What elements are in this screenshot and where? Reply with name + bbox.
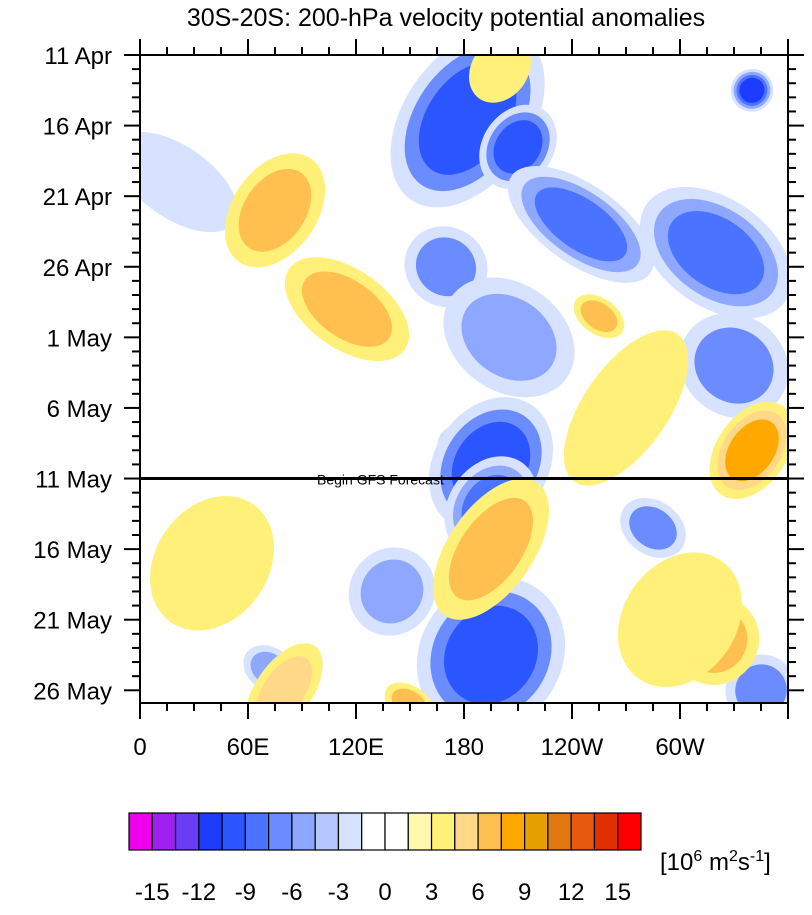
colorbar: -15 -12 -9 -6 -3 0 3 6 9 12 15	[128, 812, 642, 906]
colorbar-units: [106 m2s-1]	[660, 848, 771, 876]
anomaly-feature-27	[563, 330, 689, 486]
anomaly-feature-10	[679, 313, 788, 419]
colorbar-swatch	[407, 812, 433, 851]
anomaly-feature-6	[507, 165, 655, 283]
colorbar-label: -12	[181, 879, 216, 906]
colorbar-label: 0	[378, 879, 391, 906]
colorbar-swatch	[477, 812, 502, 851]
y-axis: 11 Apr 16 Apr 21 Apr 26 Apr 1 May 6 May 11 May…	[33, 43, 804, 705]
forecast-annotation: Begin GFS Forecast	[317, 472, 444, 488]
y-tick-label: 21 May	[33, 608, 112, 635]
colorbar-label: 12	[558, 879, 585, 906]
colorbar-swatch	[128, 812, 153, 851]
colorbar-swatch	[500, 812, 526, 851]
anomaly-feature-5	[730, 68, 774, 112]
anomaly-feature-26	[709, 401, 788, 499]
colorbar-label: -15	[135, 879, 170, 906]
anomaly-feature-25	[573, 294, 625, 339]
colorbar-swatch	[151, 812, 177, 851]
anomaly-feature-23	[224, 153, 326, 268]
colorbar-swatch	[617, 812, 642, 851]
anomaly-feature-16	[348, 547, 436, 636]
colorbar-swatch	[570, 812, 596, 851]
x-tick-label: 120E	[328, 734, 384, 761]
colorbar-swatch	[547, 812, 572, 851]
colorbar-label: -6	[281, 879, 302, 906]
colorbar-swatch	[454, 812, 479, 851]
y-tick-label: 16 May	[33, 537, 112, 564]
anomaly-feature-31	[245, 643, 323, 703]
colorbar-label: 6	[471, 879, 484, 906]
y-tick-label: 16 Apr	[43, 114, 112, 141]
anomaly-feature-24	[284, 257, 410, 361]
x-axis: 0 60E 120E 180 120W 60W	[133, 39, 789, 761]
anomaly-feature-7	[640, 186, 788, 319]
colorbar-label: -9	[235, 879, 256, 906]
x-tick-label: 120W	[541, 734, 604, 761]
anomaly-feature-30	[149, 495, 275, 631]
anomaly-feature-22	[140, 131, 238, 233]
y-tick-label: 21 Apr	[43, 184, 112, 211]
anomaly-feature-34	[468, 55, 532, 103]
anomaly-feature-9	[443, 277, 575, 398]
anomaly-feature-28	[433, 478, 549, 620]
x-tick-label: 0	[133, 734, 146, 761]
x-tick-label: 60E	[227, 734, 270, 761]
y-tick-label: 26 May	[33, 678, 112, 705]
y-tick-label: 1 May	[47, 325, 112, 352]
colorbar-swatch	[430, 812, 456, 851]
colorbar-swatch	[314, 812, 340, 851]
colorbar-swatch	[337, 812, 363, 851]
colorbar-swatch	[174, 812, 200, 851]
colorbar-swatch	[291, 812, 316, 851]
anomaly-feature-15	[620, 497, 686, 558]
y-tick-label: 6 May	[47, 396, 112, 423]
x-tick-label: 180	[444, 734, 484, 761]
colorbar-label: 15	[604, 879, 631, 906]
colorbar-swatch	[268, 812, 293, 851]
colorbar-label: 9	[518, 879, 531, 906]
colorbar-swatch	[221, 812, 246, 851]
colorbar-swatch	[524, 812, 549, 851]
colorbar-swatch	[198, 812, 223, 851]
anomaly-feature-33	[617, 552, 743, 687]
colorbar-swatch	[361, 812, 386, 851]
y-tick-label: 26 Apr	[43, 255, 112, 282]
x-tick-label: 60W	[655, 734, 705, 761]
anomaly-feature-32	[384, 682, 436, 703]
y-tick-label: 11 May	[35, 467, 112, 494]
chart-title: 30S-20S: 200-hPa velocity potential anom…	[187, 4, 705, 32]
colorbar-swatch	[244, 812, 270, 851]
forecast-line-group: Begin GFS Forecast	[140, 472, 788, 488]
y-tick-label: 11 Apr	[44, 43, 112, 70]
colorbar-swatch	[593, 812, 619, 851]
colorbar-swatch	[384, 812, 409, 851]
colorbar-label: 3	[425, 879, 438, 906]
plot-area	[140, 55, 788, 703]
colorbar-label: -3	[328, 879, 349, 906]
